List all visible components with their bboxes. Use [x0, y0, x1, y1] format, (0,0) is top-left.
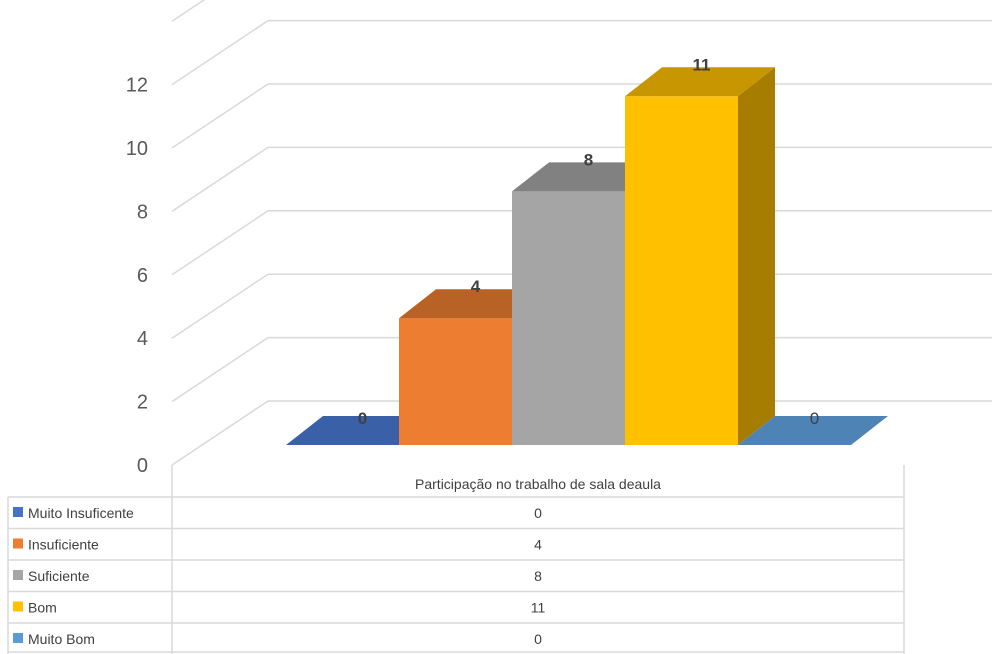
- legend-key: [13, 570, 23, 580]
- bar-bom: [625, 67, 775, 446]
- legend-label: Muito Insuficente: [28, 505, 134, 521]
- legend-label: Insuficiente: [28, 537, 99, 553]
- y-tick-label: 4: [137, 328, 148, 350]
- bar-side: [738, 67, 775, 446]
- y-tick-label: 6: [137, 265, 148, 287]
- bar-front: [399, 318, 512, 445]
- table-cell: 0: [534, 631, 542, 647]
- legend-label: Muito Bom: [28, 631, 95, 647]
- table-cell: 0: [534, 505, 542, 521]
- data-label: 4: [471, 277, 481, 296]
- y-tick-label: 10: [126, 138, 148, 160]
- legend-label: Suficiente: [28, 568, 90, 584]
- bar-flat: [738, 416, 888, 445]
- gridline-diagonal: [171, 400, 269, 466]
- legend-key: [13, 507, 23, 517]
- gridline-diagonal: [171, 336, 269, 403]
- data-labels: 0 4 8 11 0: [358, 55, 819, 428]
- y-tick-label: 8: [137, 201, 148, 223]
- bar-top: [399, 289, 549, 319]
- legend-key: [13, 538, 23, 549]
- y-axis: 0 2 4 6 8 10 12: [126, 75, 148, 477]
- data-label: 8: [584, 150, 593, 169]
- data-label: 0: [810, 409, 819, 428]
- bar-muito-insuficente: [286, 416, 436, 445]
- table-cell: 4: [534, 537, 542, 553]
- gridline-diagonal: [171, 0, 206, 22]
- bar-flat: [286, 416, 436, 445]
- gridline-diagonal: [171, 146, 269, 213]
- category-label: Participação no trabalho de sala deaula: [415, 476, 661, 492]
- gridline-diagonal: [171, 273, 269, 339]
- gridline-diagonal: [171, 83, 269, 149]
- y-tick-label: 2: [137, 392, 148, 414]
- bar-top: [512, 162, 662, 192]
- bar-muito-bom: [738, 416, 888, 445]
- y-tick-label: 0: [137, 455, 148, 477]
- gridline-diagonal: [171, 210, 269, 276]
- bar-front: [625, 96, 738, 446]
- data-label: 11: [693, 55, 711, 74]
- table-cell: 8: [534, 568, 542, 584]
- bars: [286, 67, 888, 446]
- table-cell: 11: [531, 600, 546, 616]
- gridline-diagonal: [171, 19, 269, 86]
- legend-key: [13, 633, 23, 643]
- legend-key: [13, 601, 23, 612]
- data-label: 0: [358, 409, 367, 428]
- data-table: Participação no trabalho de sala deaula M…: [7, 465, 905, 654]
- legend-label: Bom: [28, 600, 57, 616]
- bar-front: [512, 191, 625, 445]
- y-tick-label: 12: [126, 75, 148, 97]
- bar-top: [625, 67, 775, 97]
